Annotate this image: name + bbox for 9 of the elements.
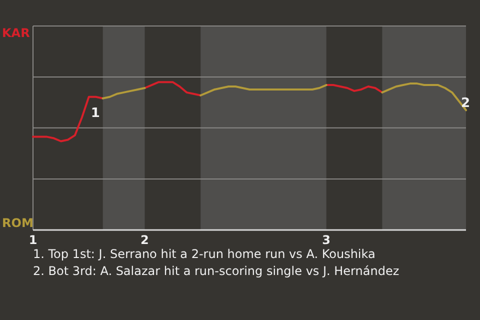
x-tick-label: 3 [322, 233, 330, 247]
text: 2. Bot 3rd: A. Salazar hit a run-scoring single vs J. Hernández [33, 264, 400, 278]
text: KAR [2, 26, 30, 40]
annotation: 2 [461, 96, 470, 111]
annotation: 1 [90, 106, 100, 122]
text: 1. Top 1st: J. Serrano hit a 2-run home run vs A. Koushika [33, 247, 376, 261]
x-tick-label: 2 [140, 233, 149, 247]
x-tick-label: 1 [28, 233, 38, 247]
text: ROM [2, 216, 34, 230]
